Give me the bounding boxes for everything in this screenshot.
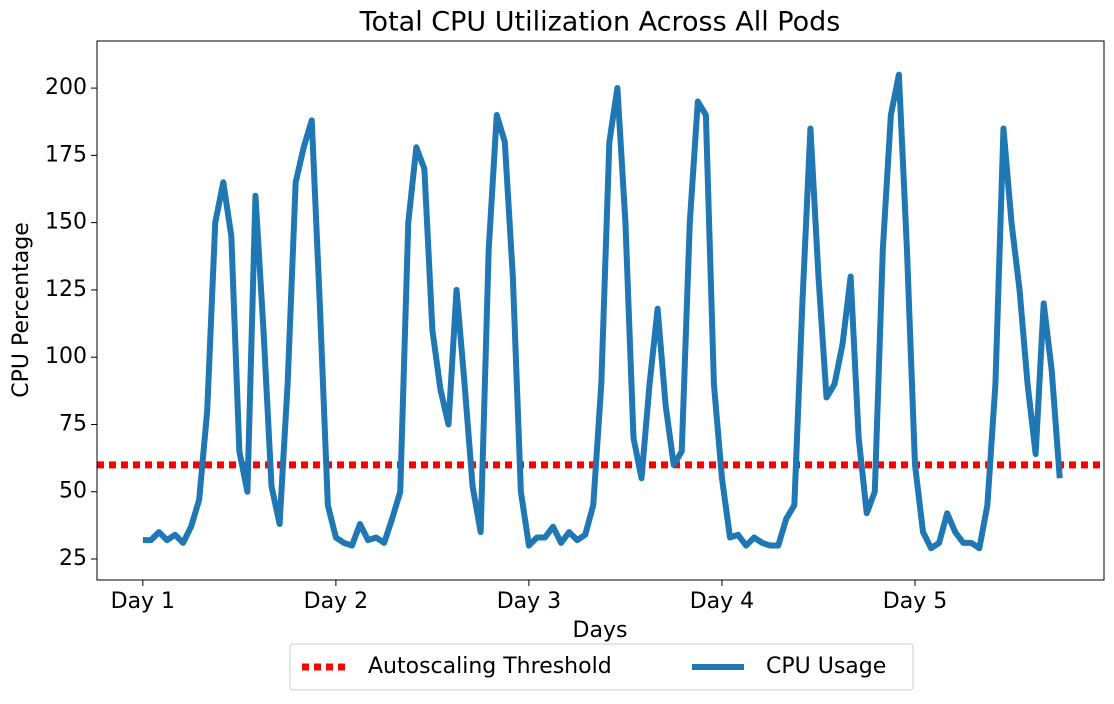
y-tick-label: 150 [45, 210, 87, 235]
y-tick-label: 175 [45, 142, 87, 167]
x-axis-label: Days [573, 618, 628, 643]
data-line [142, 71, 1063, 552]
x-tick-label: Day 1 [111, 589, 175, 614]
x-tick-label: Day 4 [690, 589, 754, 614]
x-tick-label: Day 3 [497, 589, 561, 614]
legend-box [289, 643, 914, 691]
y-tick-label: 100 [45, 344, 87, 369]
y-tick-label: 200 [45, 75, 87, 100]
x-tick-label: Day 5 [883, 589, 947, 614]
x-tick-label: Day 2 [304, 589, 368, 614]
y-axis-label: CPU Percentage [9, 222, 34, 397]
legend-label: Autoscaling Threshold [368, 654, 612, 679]
y-tick-label: 125 [45, 277, 87, 302]
y-tick-label: 75 [59, 411, 87, 436]
y-tick-label: 50 [59, 479, 87, 504]
legend-label: CPU Usage [766, 654, 886, 679]
legend: Autoscaling Threshold CPU Usage [289, 643, 914, 691]
y-tick-label: 25 [59, 546, 87, 571]
chart-title: Total CPU Utilization Across All Pods [359, 7, 841, 38]
plot-frame [96, 40, 1105, 581]
